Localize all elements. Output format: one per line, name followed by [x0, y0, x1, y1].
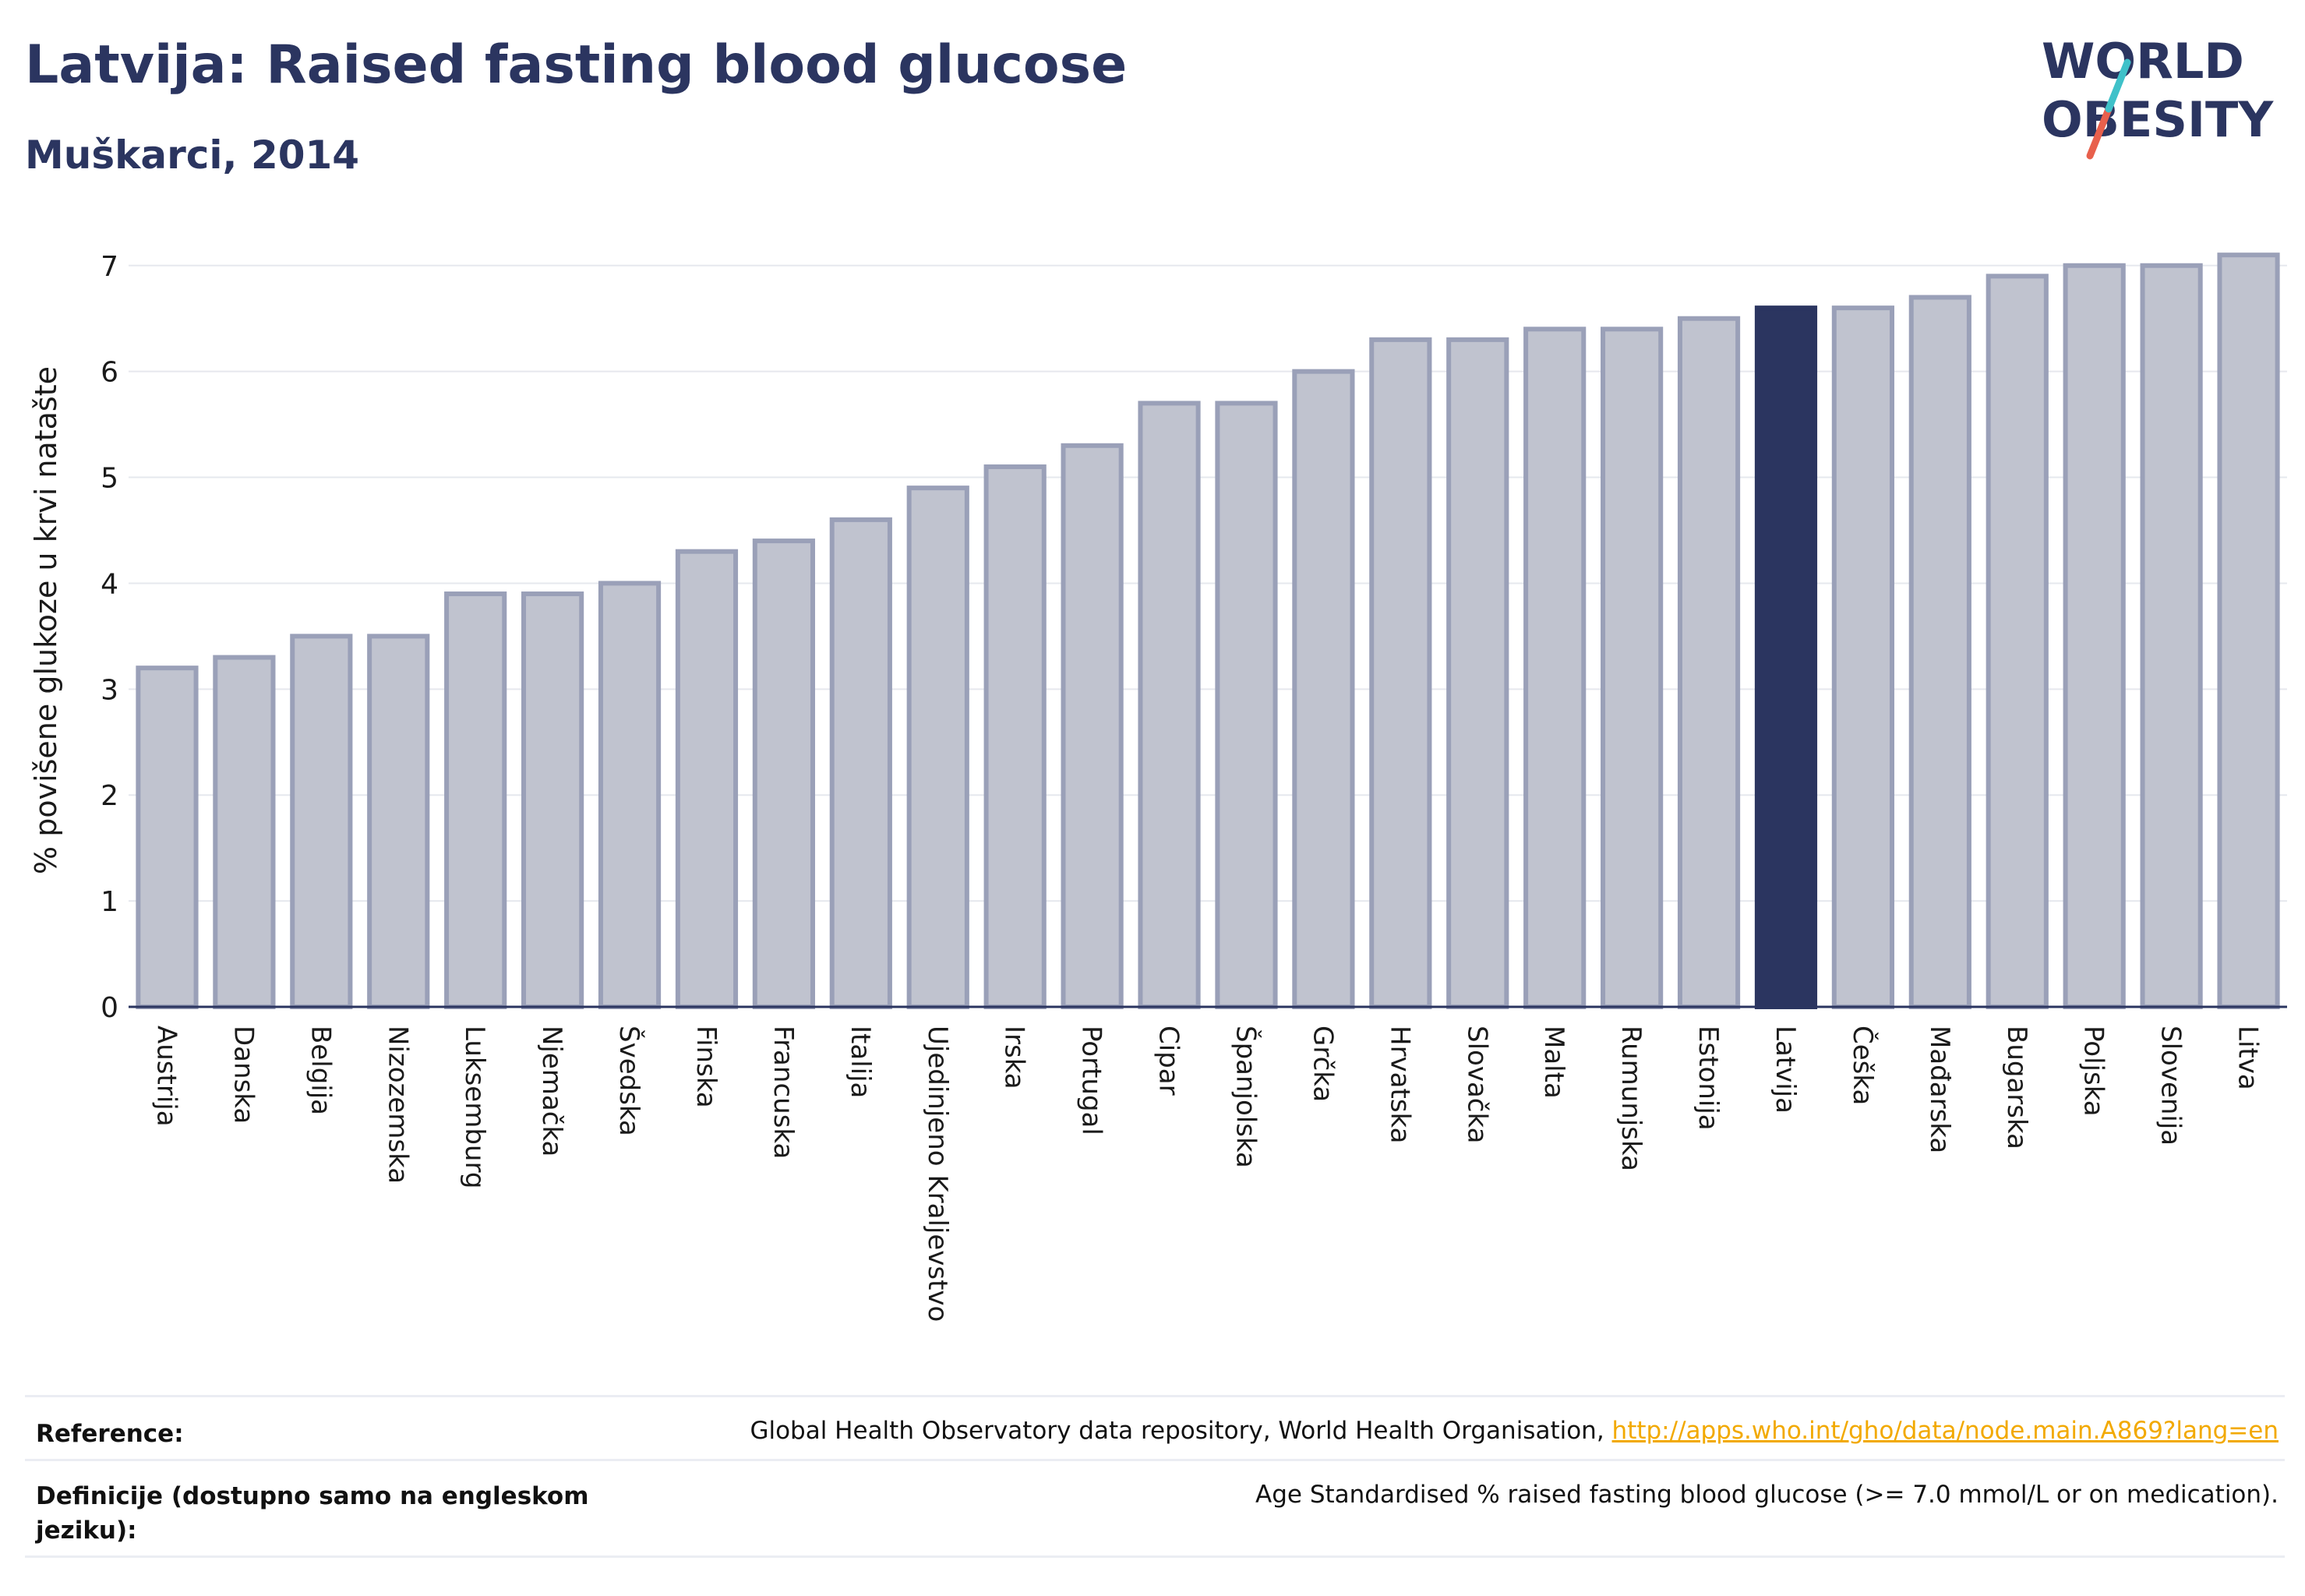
x-tick-label: Luksemburg [459, 1026, 490, 1188]
x-tick-label: Latvija [1770, 1026, 1801, 1114]
x-tick-label: Finska [690, 1026, 722, 1108]
bar-latvija [1754, 305, 1818, 1009]
y-tick-label: 4 [101, 568, 118, 600]
y-tick-label: 7 [101, 251, 118, 283]
definition-text: Age Standardised % raised fasting blood … [1255, 1481, 2279, 1509]
x-tick-label: Poljska [2078, 1026, 2109, 1117]
y-tick-label: 5 [101, 463, 118, 495]
y-tick-label: 6 [101, 357, 118, 389]
x-tick-label: Cipar [1153, 1026, 1184, 1096]
reference-link[interactable]: http://apps.who.int/gho/data/node.main.A… [1611, 1417, 2279, 1445]
x-tick-label: Austrija [150, 1026, 182, 1127]
bar-slovačka [1446, 337, 1509, 1010]
bar-švedska [598, 581, 662, 1009]
x-tick-label: Slovenija [2155, 1026, 2187, 1146]
bar-bugarska [1986, 274, 2049, 1010]
bar-češka [1831, 305, 1894, 1009]
bar-portugal [1061, 443, 1124, 1009]
x-tick-label: Malta [1538, 1026, 1569, 1099]
reference-label: Reference: [36, 1420, 184, 1448]
svg-text:WORLD: WORLD [2042, 33, 2244, 90]
y-tick-label: 1 [101, 886, 118, 918]
y-axis-title: % povišene glukoze u krvi natašte [29, 366, 63, 874]
world-obesity-logo: WORLD OBESITY [2042, 33, 2274, 160]
bar-austrija [136, 666, 199, 1009]
footer-divider [25, 1555, 2285, 1558]
bar-ujedinjeno-kraljevstvo [906, 486, 969, 1009]
x-tick-label: Belgija [305, 1026, 336, 1115]
x-tick-label: Rumunjska [1615, 1026, 1647, 1171]
bar-slovenija [2140, 263, 2203, 1009]
x-tick-label: Litva [2233, 1026, 2264, 1090]
bar-španjolska [1215, 401, 1278, 1009]
x-tick-label: Portugal [1076, 1026, 1107, 1135]
bar-chart: 0 1 2 3 4 5 6 7 % povišene glukoze u krvi natašt… [29, 251, 2287, 1322]
x-tick-label: Njemačka [536, 1026, 567, 1156]
bar-estonija [1677, 316, 1741, 1009]
bar-danska [213, 655, 276, 1009]
definition-label: Definicije (dostupno samo na engleskom j… [36, 1482, 589, 1545]
x-tick-label: Švedska [613, 1026, 645, 1136]
bar-nizozemska [367, 634, 430, 1009]
y-tick-label: 0 [101, 992, 118, 1024]
x-tick-label: Estonija [1693, 1026, 1724, 1131]
x-tick-label: Hrvatska [1384, 1026, 1415, 1143]
x-tick-label: Francuska [768, 1026, 799, 1159]
footer-divider [25, 1459, 2285, 1461]
bar-finska [675, 549, 739, 1009]
reference-text: Global Health Observatory data repositor… [750, 1417, 2279, 1445]
x-tick-label: Mađarska [1924, 1026, 1955, 1153]
x-tick-label: Italija [845, 1026, 876, 1098]
bar-luksemburg [444, 591, 507, 1009]
x-tick-label: Nizozemska [382, 1026, 413, 1184]
x-tick-label: Ujedinjeno Kraljevstvo [922, 1026, 953, 1322]
bar-mađarska [1908, 295, 1971, 1009]
y-tick-label: 2 [101, 780, 118, 812]
bar-hrvatska [1369, 337, 1432, 1010]
bar-italija [829, 517, 892, 1009]
bar-grčka [1292, 369, 1355, 1009]
bar-rumunjska [1601, 327, 1664, 1009]
bar-cipar [1138, 401, 1201, 1009]
reference-source: Global Health Observatory data repositor… [750, 1417, 1612, 1445]
x-tick-label: Danska [228, 1026, 259, 1124]
x-tick-label: Grčka [1307, 1026, 1338, 1102]
x-tick-label: Irska [999, 1026, 1030, 1089]
svg-text:OBESITY: OBESITY [2042, 91, 2274, 148]
x-tick-label: Bugarska [2001, 1026, 2032, 1149]
bar-irska [983, 464, 1047, 1009]
footer-divider [25, 1395, 2285, 1397]
bar-francuska [752, 538, 815, 1009]
bar-malta [1523, 327, 1587, 1009]
x-tick-label: Češka [1847, 1026, 1879, 1105]
page-title: Latvija: Raised fasting blood glucose [25, 34, 1128, 96]
y-tick-label: 3 [101, 674, 118, 706]
bar-belgija [290, 634, 353, 1009]
bar-litva [2217, 252, 2280, 1009]
page-subtitle: Muškarci, 2014 [25, 132, 360, 178]
bar-poljska [2063, 263, 2126, 1009]
bar-njemačka [521, 591, 584, 1009]
x-tick-label: Španjolska [1230, 1026, 1262, 1168]
x-tick-label: Slovačka [1461, 1026, 1492, 1143]
